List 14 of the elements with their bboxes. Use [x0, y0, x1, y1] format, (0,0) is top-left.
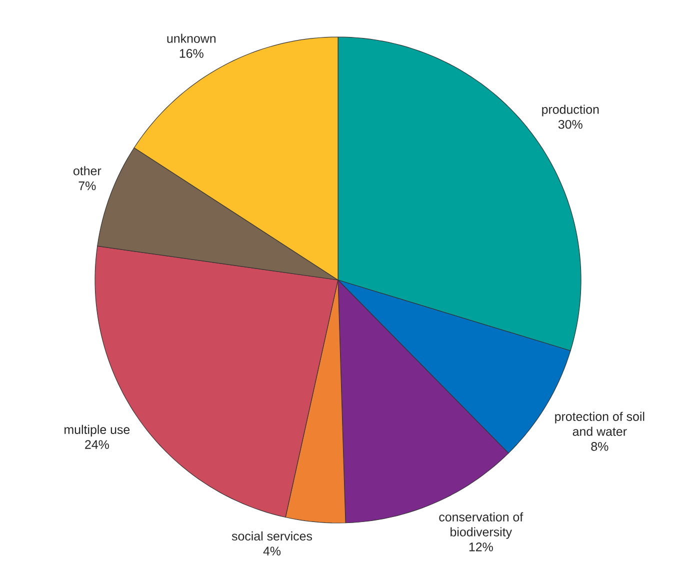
data-label: 12% — [469, 542, 493, 552]
slice-label: multiple use — [64, 424, 130, 436]
slice-label: production — [542, 104, 599, 116]
data-label: 30% — [558, 120, 582, 129]
data-label: 7% — [78, 181, 96, 190]
data-label: 4% — [263, 546, 281, 556]
slice-label: protection of soil and water — [555, 412, 644, 436]
data-label: 16% — [180, 49, 204, 58]
slice-label: conservation of biodiversity — [439, 512, 524, 539]
slice-label: unknown — [167, 34, 216, 43]
slice-label: other — [73, 166, 102, 176]
data-label: 24% — [85, 440, 109, 449]
data-label: 8% — [591, 442, 608, 451]
slice-label: social services — [232, 531, 312, 541]
